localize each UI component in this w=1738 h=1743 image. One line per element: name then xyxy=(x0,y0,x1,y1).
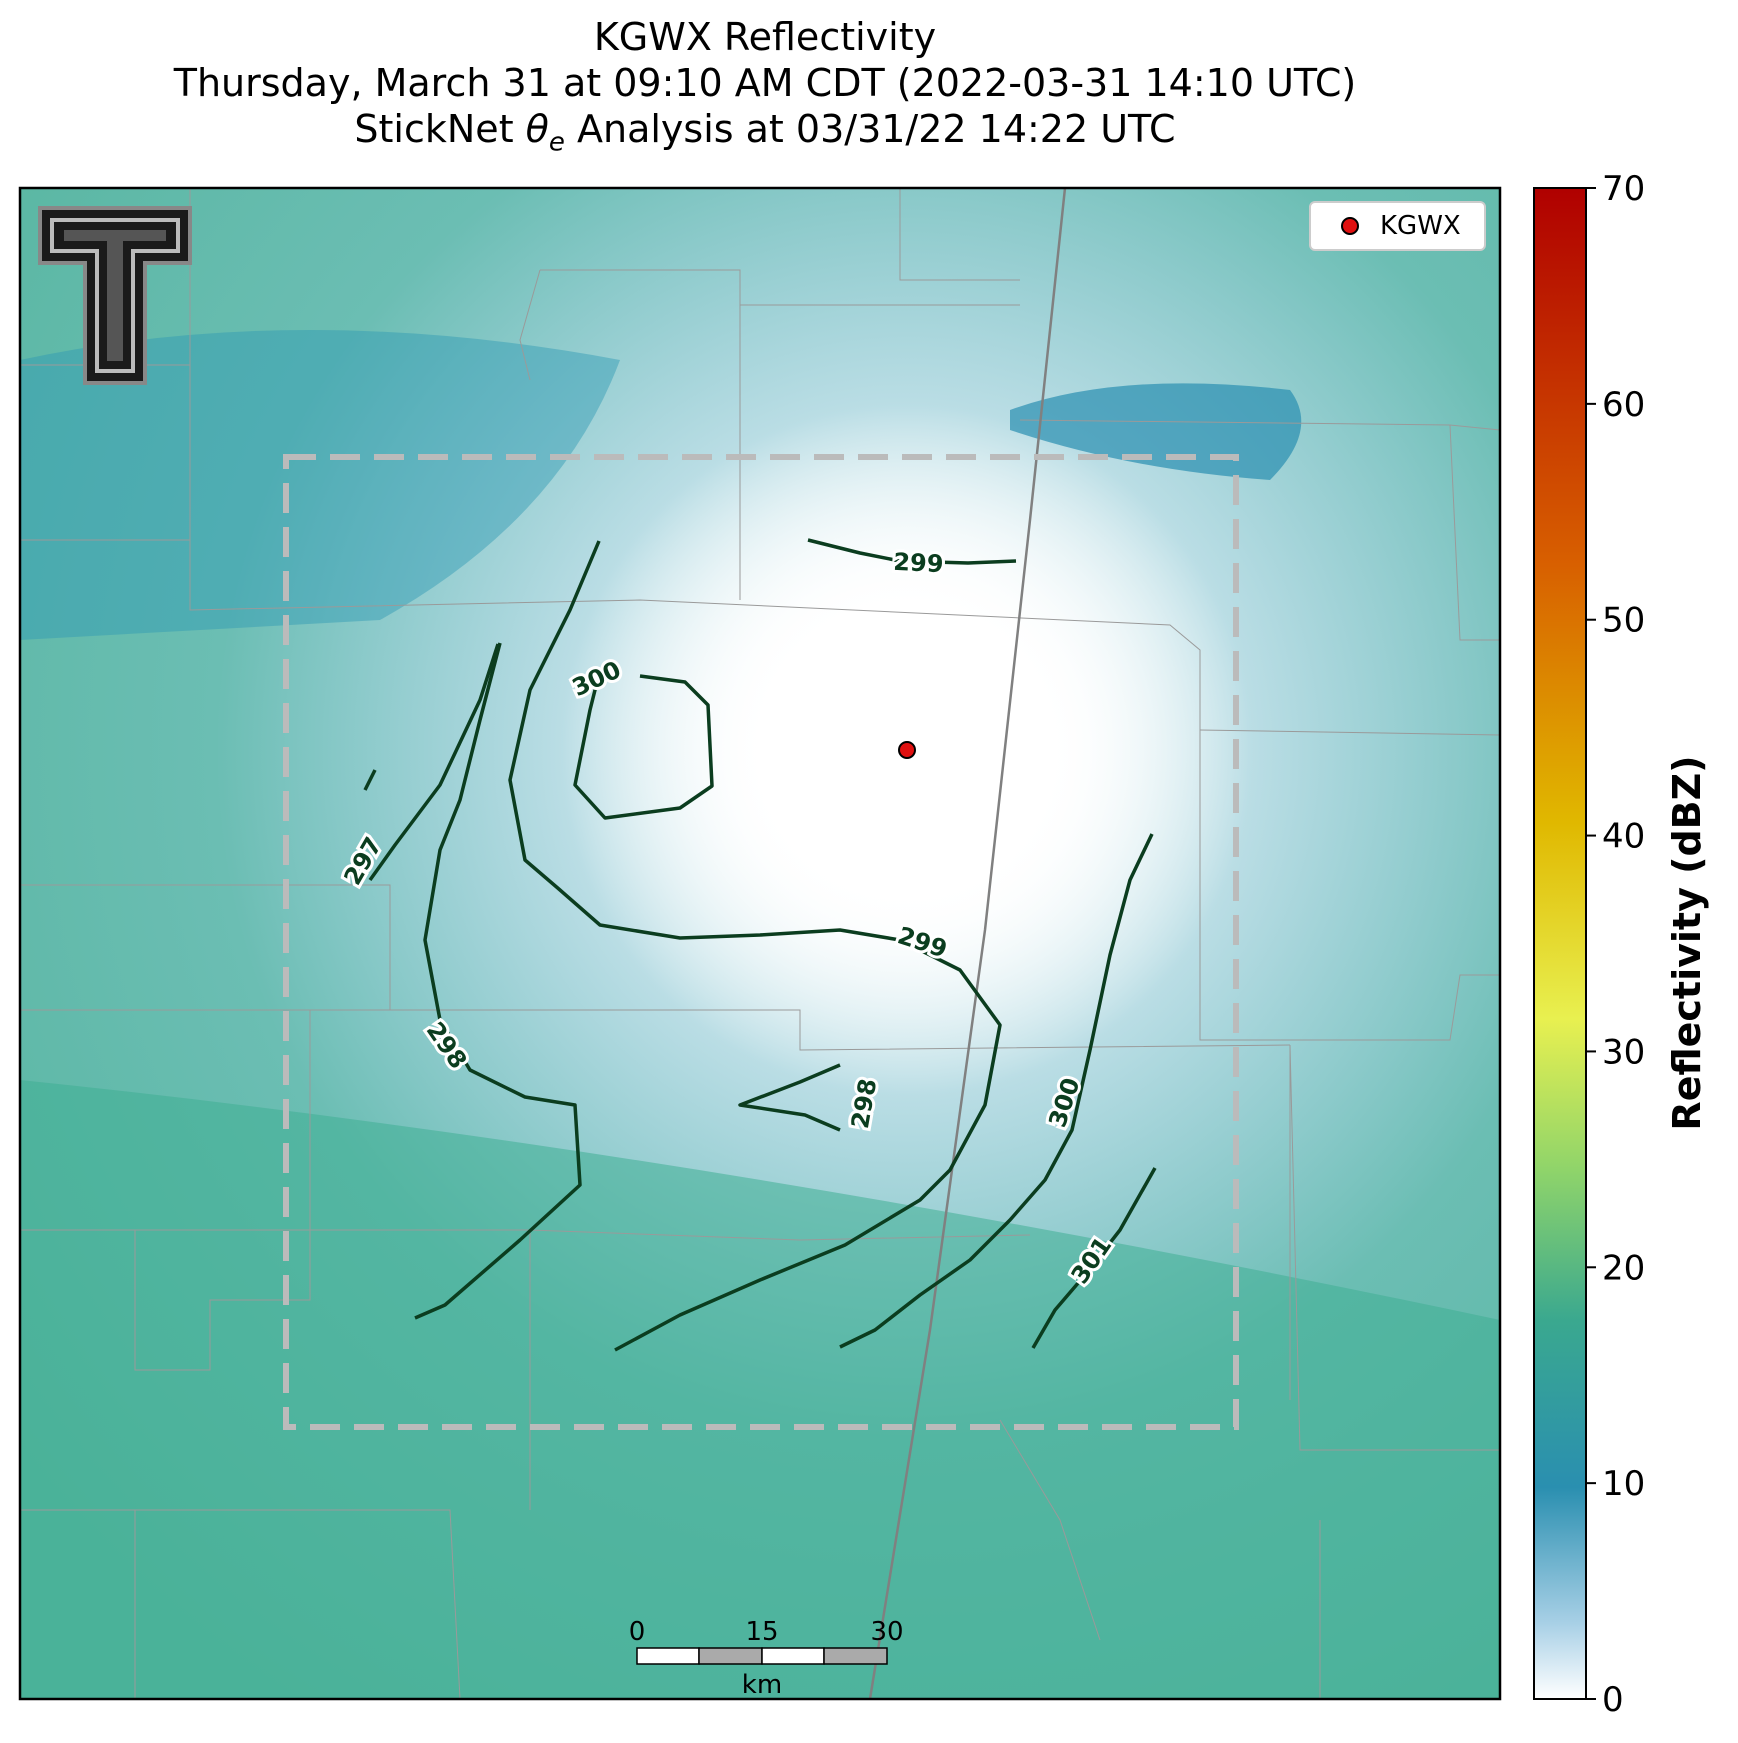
reflectivity-northwest xyxy=(20,330,620,640)
colorbar-label: Reflectivity (dBZ) xyxy=(1665,755,1709,1130)
colorbar: 0 10 20 30 40 50 60 70 Reflectivity (dBZ) xyxy=(1533,169,1709,1720)
legend-label: KGWX xyxy=(1380,211,1461,241)
colorbar-tick-label: 40 xyxy=(1602,817,1645,857)
colorbar-tick-label: 50 xyxy=(1602,601,1645,641)
contour-297-stub xyxy=(363,769,377,791)
colorbar-tick-label: 10 xyxy=(1602,1464,1645,1504)
reflectivity-band xyxy=(20,1080,1500,1699)
title-line-3: StickNet θe Analysis at 03/31/22 14:22 U… xyxy=(354,107,1176,158)
contour-300-east xyxy=(839,833,1154,1349)
colorbar-scale xyxy=(1533,187,1587,1700)
legend-marker xyxy=(1341,217,1359,235)
colorbar-tick-label: 0 xyxy=(1602,1680,1624,1720)
theta-e-contours xyxy=(363,538,1157,1352)
map-legend: KGWX xyxy=(1309,201,1486,251)
colorbar-tick-label: 70 xyxy=(1602,169,1645,209)
scale-tick-label: 30 xyxy=(870,1617,903,1647)
contour-300-closed xyxy=(573,669,714,820)
title-line-2: Thursday, March 31 at 09:10 AM CDT (2022… xyxy=(173,61,1357,105)
state-line xyxy=(868,188,1067,1699)
radar-site-marker xyxy=(898,741,916,759)
county-lines xyxy=(20,188,1500,1699)
contour-label: 299 xyxy=(893,548,945,579)
contour-299-main xyxy=(508,540,1002,1352)
scale-bar: 0 15 30 km xyxy=(629,1617,904,1700)
colorbar-tick-label: 20 xyxy=(1602,1248,1645,1288)
university-logo xyxy=(38,206,192,385)
contour-299-north xyxy=(807,538,1017,565)
contour-297 xyxy=(368,643,500,882)
contour-298-center xyxy=(738,1063,841,1132)
contour-298-west xyxy=(414,642,582,1320)
scale-tick-label: 15 xyxy=(745,1617,778,1647)
contour-301 xyxy=(1031,1167,1157,1349)
map-panel: 299 300 297 299 298 298 300 301 xyxy=(18,186,1502,1701)
analysis-domain-box xyxy=(283,454,1239,1430)
figure-title: KGWX Reflectivity Thursday, March 31 at … xyxy=(0,14,1530,166)
colorbar-tick-label: 60 xyxy=(1602,385,1645,425)
colorbar-tick-label: 30 xyxy=(1602,1032,1645,1072)
title-line-1: KGWX Reflectivity xyxy=(593,15,937,59)
map-frame xyxy=(18,186,1502,1701)
scale-unit: km xyxy=(742,1670,782,1700)
scale-tick-label: 0 xyxy=(629,1617,646,1647)
